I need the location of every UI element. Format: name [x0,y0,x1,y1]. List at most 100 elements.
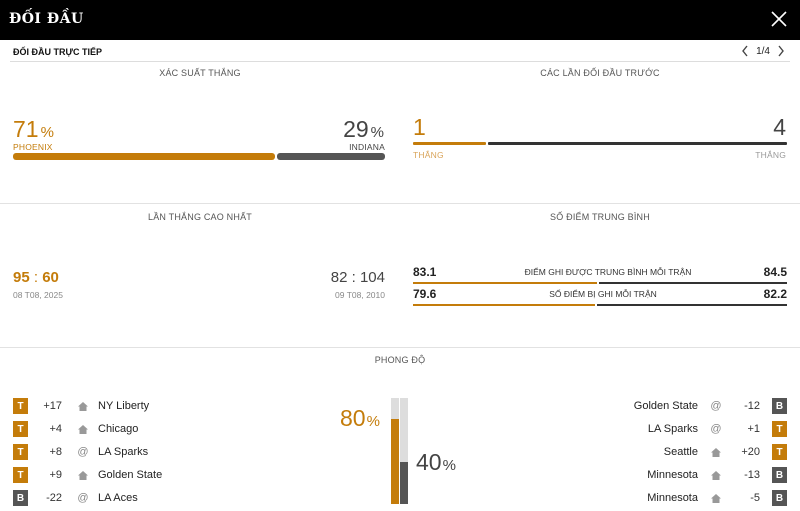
home-probability-bar [13,153,275,160]
home-icon [78,401,88,411]
home-win-probability: 71% [13,116,54,142]
result-badge: T [13,444,28,460]
section-label: ĐỐI ĐẦU TRỰC TIẾP [13,47,102,57]
away-biggest-win-score: 82 : 104 [330,269,385,286]
point-diff: +8 [49,446,62,458]
venue-indicator [73,424,93,434]
home-avg-conceded-bar [413,304,595,306]
away-biggest-win-date: 09 T08, 2010 [335,290,385,300]
home-icon [711,493,721,503]
away-avg-scored-bar [599,282,787,284]
avg-scored-row: 83.1 ĐIỂM GHI ĐƯỢC TRUNG BÌNH MỖI TRẬN 8… [413,265,787,285]
result-badge: B [772,490,787,506]
away-meeting-wins: 4 [773,114,786,140]
venue-indicator [706,447,726,457]
venue-indicator: @ [73,492,93,504]
home-form-row: T +4 Chicago [13,421,138,437]
away-meetings-bar [488,142,787,145]
chevron-left-icon[interactable] [740,44,750,58]
home-form-row: T +9 Golden State [13,467,162,483]
opponent-name[interactable]: NY Liberty [98,400,150,412]
away-form-bar [400,462,408,504]
away-form-row: Golden State @ -12 B [634,398,787,414]
result-badge: B [772,398,787,414]
away-avg-scored: 84.5 [763,265,787,279]
away-meetings-label: THẮNG [755,150,786,160]
home-biggest-win-date: 08 T08, 2025 [13,290,63,300]
away-at-icon: @ [710,423,722,435]
home-meeting-wins: 1 [413,114,426,140]
home-team-label: PHOENIX [13,142,53,152]
home-meetings-label: THẮNG [413,150,444,160]
home-form-row: T +8 @ LA Sparks [13,444,148,460]
venue-indicator: @ [73,446,93,458]
away-at-icon: @ [77,446,89,458]
away-form-row: Seattle +20 T [664,444,787,460]
away-avg-conceded-bar [597,304,787,306]
away-form-row: LA Sparks @ +1 T [648,421,787,437]
biggest-win-title: LẦN THẮNG CAO NHẤT [148,212,252,222]
home-meetings-bar [413,142,486,145]
point-diff: +17 [43,400,62,412]
result-badge: B [13,490,28,506]
away-win-probability: 29% [343,116,384,142]
opponent-name[interactable]: Minnesota [647,492,698,504]
away-form-row: Minnesota -13 B [647,467,787,483]
home-avg-scored-bar [413,282,597,284]
result-badge: T [772,444,787,460]
section-divider [0,347,800,348]
away-at-icon: @ [710,400,722,412]
form-title: PHONG ĐỘ [374,355,426,365]
home-form-row: B -22 @ LA Aces [13,490,138,506]
venue-indicator [706,470,726,480]
point-diff: +20 [741,446,760,458]
modal-title: ĐỐI ĐẦU [9,11,84,27]
result-badge: T [772,421,787,437]
opponent-name[interactable]: Minnesota [647,469,698,481]
previous-meetings-title: CÁC LẦN ĐỐI ĐẦU TRƯỚC [540,68,660,78]
opponent-name[interactable]: LA Sparks [98,446,149,458]
home-form-bar [391,419,399,504]
modal-header: ĐỐI ĐẦU [0,0,800,40]
point-diff: +4 [49,423,62,435]
avg-conceded-label: SỐ ĐIỂM BỊ GHI MỖI TRẬN [549,289,657,299]
home-icon [78,424,88,434]
opponent-name[interactable]: LA Sparks [647,423,698,435]
chevron-right-icon[interactable] [776,44,786,58]
venue-indicator [73,470,93,480]
point-diff: +1 [747,423,760,435]
opponent-name[interactable]: Golden State [98,469,163,481]
opponent-name[interactable]: Chicago [98,423,139,435]
venue-indicator: @ [706,400,726,412]
away-form-pct: 40% [416,449,456,475]
home-icon [711,470,721,480]
avg-conceded-row: 79.6 SỐ ĐIỂM BỊ GHI MỖI TRẬN 82.2 [413,287,787,307]
home-avg-scored: 83.1 [413,265,437,279]
win-probability-title: XÁC SUẤT THẮNG [159,68,241,78]
pager: 1/4 [740,44,786,58]
point-diff: +9 [49,469,62,481]
subheader: ĐỐI ĐẦU TRỰC TIẾP 1/4 [0,40,800,62]
divider [10,61,790,62]
home-icon [78,470,88,480]
page-indicator: 1/4 [756,45,770,57]
away-form-row: Minnesota -5 B [647,490,787,506]
away-team-label: INDIANA [349,142,385,152]
average-points-title: SỐ ĐIỂM TRUNG BÌNH [550,212,650,222]
point-diff: -12 [744,400,760,412]
away-probability-bar [277,153,385,160]
home-icon [711,447,721,457]
avg-scored-label: ĐIỂM GHI ĐƯỢC TRUNG BÌNH MỖI TRẬN [524,267,692,277]
away-avg-conceded: 82.2 [763,287,787,301]
opponent-name[interactable]: LA Aces [98,492,138,504]
close-icon[interactable] [770,10,788,28]
opponent-name[interactable]: Seattle [663,446,698,458]
opponent-name[interactable]: Golden State [633,400,698,412]
point-diff: -22 [46,492,62,504]
away-at-icon: @ [77,492,89,504]
venue-indicator: @ [706,423,726,435]
home-biggest-win-score: 95 : 60 [13,269,59,286]
result-badge: T [13,398,28,414]
home-form-pct: 80% [340,405,380,431]
section-divider [0,203,800,204]
